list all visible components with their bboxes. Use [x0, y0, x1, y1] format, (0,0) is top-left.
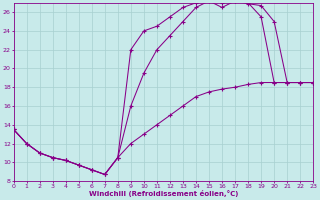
- X-axis label: Windchill (Refroidissement éolien,°C): Windchill (Refroidissement éolien,°C): [89, 190, 238, 197]
